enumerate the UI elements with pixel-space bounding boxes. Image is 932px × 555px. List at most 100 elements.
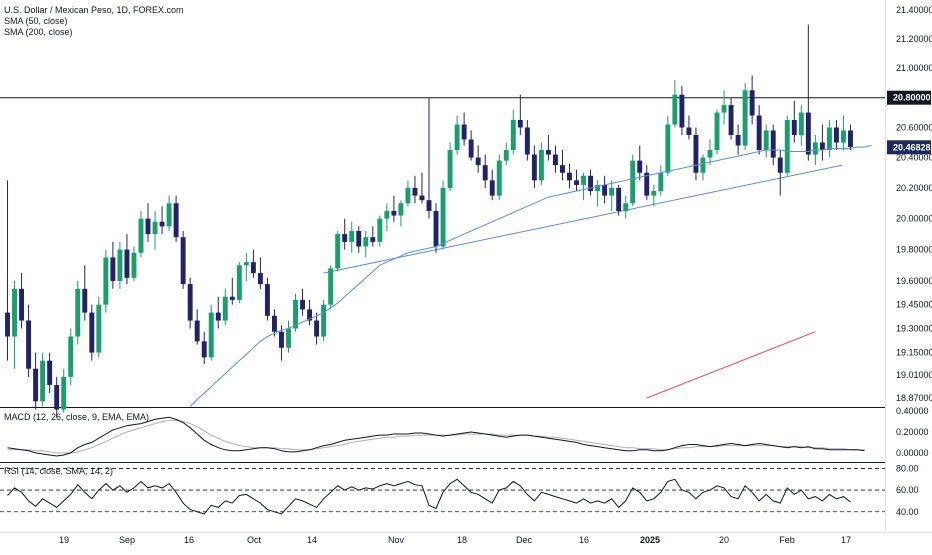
candle-body	[777, 157, 783, 173]
candle-body	[138, 218, 144, 253]
candle	[384, 203, 390, 232]
candle	[602, 175, 608, 204]
candle	[630, 154, 636, 207]
candle-body	[574, 180, 579, 185]
candle	[173, 195, 179, 242]
candle-body	[89, 312, 95, 353]
candle	[517, 94, 523, 135]
candle-body	[124, 249, 130, 278]
candle	[201, 331, 207, 364]
candle	[567, 163, 572, 188]
candle	[665, 115, 671, 176]
candle-body	[398, 203, 404, 216]
candle	[391, 195, 397, 222]
candle-body	[826, 127, 832, 151]
candle-body	[651, 191, 657, 196]
candle-body	[686, 127, 692, 135]
candle	[623, 195, 629, 219]
candle	[468, 130, 474, 161]
candle	[524, 120, 530, 161]
candle	[75, 280, 81, 345]
candle-body	[714, 112, 720, 151]
price-tick-label: 20.00000	[896, 214, 932, 224]
candle	[707, 139, 713, 166]
candle-body	[658, 172, 664, 192]
candle	[356, 226, 362, 253]
candle-body	[581, 175, 587, 185]
candle-body	[524, 127, 530, 155]
candle-body	[286, 328, 291, 348]
candle-body	[812, 142, 818, 155]
candle-body	[791, 120, 797, 135]
candle-body	[770, 130, 776, 158]
price-tick-label: 19.45000	[896, 300, 932, 310]
candle	[377, 215, 383, 247]
candle	[742, 82, 748, 151]
candle	[538, 142, 544, 185]
candle-body	[644, 172, 650, 196]
candle	[679, 85, 685, 135]
candle	[560, 150, 565, 181]
candle	[609, 180, 615, 211]
legend-sma50[interactable]: SMA (50, close)	[4, 16, 68, 26]
candle-body	[166, 203, 172, 227]
candle-body	[215, 312, 221, 321]
candle	[363, 231, 369, 258]
candle	[40, 352, 46, 407]
candle	[110, 241, 116, 289]
candle	[749, 75, 755, 125]
candle-body	[503, 150, 509, 161]
candle-body	[496, 160, 502, 196]
candle	[848, 124, 853, 151]
candle	[300, 288, 306, 316]
candle	[264, 277, 270, 321]
candle-body	[152, 221, 158, 235]
candle-body	[707, 150, 713, 158]
candle-body	[510, 120, 516, 151]
candle	[124, 234, 130, 285]
candle	[777, 150, 783, 196]
candle-body	[377, 218, 383, 242]
candle-body	[321, 304, 327, 337]
candle-body	[103, 257, 109, 305]
candle	[805, 24, 811, 161]
candle	[321, 299, 327, 342]
candle-body	[588, 175, 594, 192]
candle	[152, 210, 158, 250]
candle	[26, 304, 32, 377]
candle	[531, 145, 537, 188]
price-tick-label: 20.20000	[896, 183, 932, 193]
candle	[489, 169, 495, 201]
candle-body	[328, 268, 334, 305]
candle-body	[763, 130, 769, 151]
candle	[770, 124, 776, 166]
rsi-line	[7, 478, 851, 515]
legend-rsi[interactable]: RSI (14, close, SMA, 14, 2)	[4, 466, 114, 476]
time-tick-label: 18	[457, 535, 467, 545]
candle	[82, 265, 88, 321]
support-trendline	[323, 164, 843, 274]
candle	[595, 180, 601, 207]
time-tick-label: 20	[719, 535, 729, 545]
candle-body	[314, 320, 320, 337]
candle	[791, 100, 797, 143]
price-tick-label: 19.80000	[896, 245, 932, 255]
candle-body	[208, 312, 214, 358]
candle	[208, 304, 214, 361]
candle-body	[602, 184, 608, 196]
candle	[257, 257, 263, 289]
candle	[398, 200, 404, 227]
candle	[496, 154, 502, 201]
legend-macd[interactable]: MACD (12, 26, close, 9, EMA, EMA)	[4, 412, 150, 422]
rsi-tick-label: 80.00	[896, 463, 919, 473]
candle	[33, 352, 39, 410]
candle	[286, 320, 291, 353]
candle	[644, 165, 650, 201]
candle-body	[447, 150, 453, 188]
candle	[405, 180, 411, 207]
candle-body	[560, 165, 565, 173]
legend-sma200[interactable]: SMA (200, close)	[4, 27, 73, 37]
candle	[180, 231, 186, 289]
candle-body	[384, 210, 390, 219]
rsi-legend: RSI (14, close, SMA, 14, 2)	[4, 466, 113, 477]
